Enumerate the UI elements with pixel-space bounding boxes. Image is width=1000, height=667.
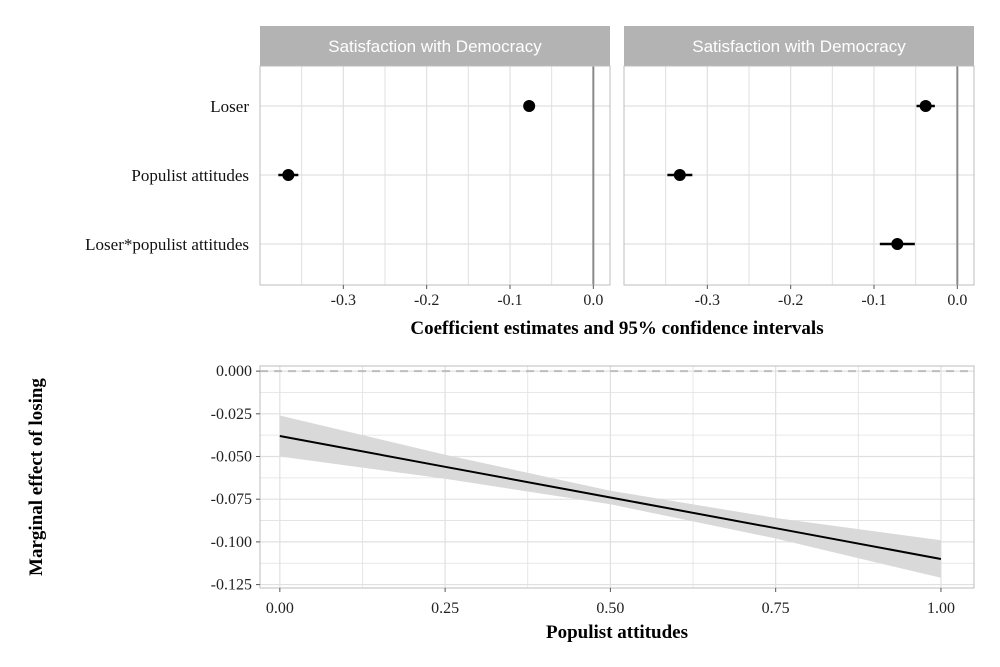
marginal-effect-line: [279, 435, 942, 560]
panel-frame: [623, 65, 975, 286]
coefficient-axis-title: Coefficient estimates and 95% confidence…: [410, 318, 823, 339]
x-tick-label: -0.1: [497, 292, 522, 309]
x-tick-label: 0.75: [762, 600, 790, 617]
facet-strip-label: Satisfaction with Democracy: [692, 37, 906, 56]
y-tick-label: -0.075: [211, 491, 252, 508]
x-tick-label: 1.00: [927, 600, 955, 617]
x-tick-label: -0.3: [331, 292, 356, 309]
facet-strip: [624, 26, 974, 66]
coefficient-panel-left: Satisfaction with Democracy -0.3 -0.2 -0.1 0…: [85, 26, 611, 309]
x-tick-label: -0.2: [778, 292, 803, 309]
x-tick-label: 0.0: [947, 292, 967, 309]
y-tick-label: -0.050: [211, 449, 252, 466]
x-tick-label: -0.1: [861, 292, 886, 309]
x-tick-label: 0.50: [596, 600, 624, 617]
x-tick-label: -0.2: [414, 292, 439, 309]
x-tick-label: 0.25: [431, 600, 459, 617]
x-tick-label: 0.00: [266, 600, 294, 617]
coefficient-point: [919, 100, 932, 112]
coefficient-point: [673, 169, 686, 181]
y-tick-label: -0.025: [211, 406, 252, 423]
category-label: Loser: [210, 97, 249, 116]
panel-frame: [259, 365, 975, 589]
y-axis-title: Marginal effect of losing: [26, 378, 47, 576]
x-axis-title: Populist attitudes: [546, 622, 688, 643]
y-tick-label: -0.125: [211, 577, 252, 594]
facet-strip-label: Satisfaction with Democracy: [328, 37, 542, 56]
x-tick-label: 0.0: [583, 292, 603, 309]
y-tick-label: -0.100: [211, 534, 252, 551]
coefficient-point: [282, 169, 295, 181]
facet-strip: [260, 26, 610, 66]
marginal-effect-panel: 0.00 0.25 0.50 0.75 1.00 0.000 -0.025 -0.050 -0.…: [26, 363, 975, 643]
x-tick-label: -0.3: [695, 292, 720, 309]
y-tick-label: 0.000: [216, 363, 252, 380]
category-label: Populist attitudes: [131, 166, 249, 185]
category-label: Loser*populist attitudes: [85, 235, 249, 254]
coefficient-point: [891, 238, 904, 250]
coefficient-point: [523, 100, 536, 112]
coefficient-panel-right: Satisfaction with Democracy -0.3 -0.2 -0.1 0…: [623, 26, 975, 309]
panel-frame: [259, 65, 611, 286]
